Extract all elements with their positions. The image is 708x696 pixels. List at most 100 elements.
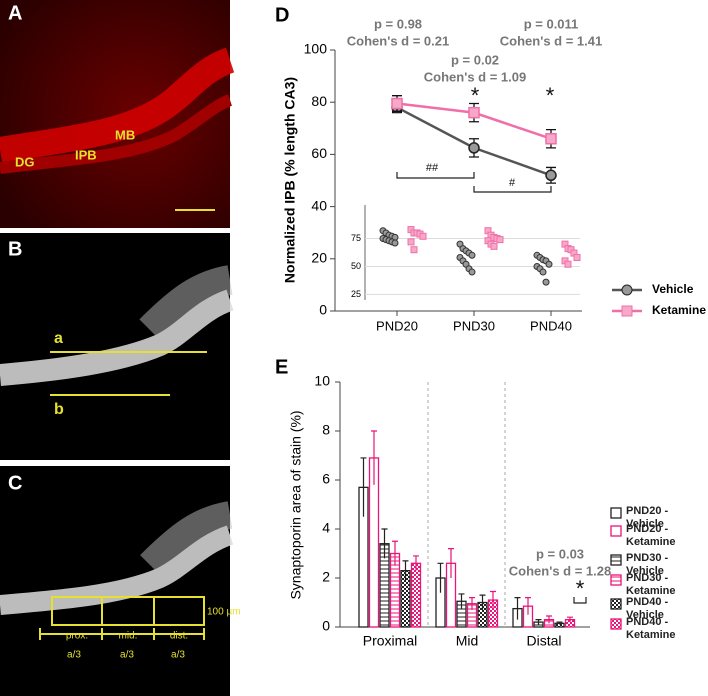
error-bar xyxy=(413,555,419,571)
y-tick-label: 0 xyxy=(319,302,327,318)
inset-tick-label: 25 xyxy=(351,289,361,299)
error-bar xyxy=(381,528,388,559)
error-bar xyxy=(448,548,454,578)
stain-band xyxy=(0,525,234,615)
marker xyxy=(468,106,480,119)
error-bar xyxy=(402,560,409,581)
annotation: p = 0.011 xyxy=(524,16,579,31)
x-tick-label: PND40 xyxy=(530,318,572,333)
bar xyxy=(410,562,422,628)
annotation: p = 0.02 xyxy=(451,52,499,67)
annotation: p = 0.03 xyxy=(536,546,584,561)
y-tick-label: 8 xyxy=(322,422,330,438)
y-tick-label: 20 xyxy=(311,250,327,266)
marker xyxy=(391,97,403,110)
ipb-band xyxy=(0,94,233,174)
error-bar xyxy=(546,615,552,624)
line-label: a xyxy=(54,330,63,347)
region-label: IPB xyxy=(75,147,97,162)
legend-label: PND30 - Vehicle xyxy=(626,552,669,577)
micrograph xyxy=(0,466,230,696)
x-tick-label: Mid xyxy=(456,633,479,649)
y-tick-label: 0 xyxy=(322,618,330,634)
segment-label: prox. xyxy=(66,631,88,642)
error-bar xyxy=(514,597,521,620)
error-bar xyxy=(479,594,486,610)
error-bar xyxy=(360,457,367,517)
error-bar xyxy=(556,621,563,625)
legend-marker xyxy=(621,284,633,296)
panel-label: A xyxy=(8,2,22,24)
error-bar xyxy=(490,590,496,609)
inset-point xyxy=(490,242,498,250)
micrograph xyxy=(0,233,230,460)
annotation: ## xyxy=(426,162,439,174)
legend-label: PND40 - Ketamine xyxy=(626,616,676,641)
comparison-brackets xyxy=(396,172,587,604)
annotation: Cohen's d = 0.21 xyxy=(347,33,449,48)
x-tick-label: PND30 xyxy=(453,318,495,333)
legend-label: PND20 - Ketamine xyxy=(626,523,676,548)
inset-point xyxy=(542,278,550,286)
legend-label: Vehicle xyxy=(652,282,694,296)
legend-marker xyxy=(610,598,622,610)
fraction-label: a/3 xyxy=(120,650,134,661)
legend-entry: PND40 - Ketamine xyxy=(626,616,676,641)
y-tick-label: 6 xyxy=(322,471,330,487)
y-tick-label: 4 xyxy=(322,520,330,536)
stain-band xyxy=(139,265,233,341)
y-axis-label: Normalized IPB (% length CA3) xyxy=(282,77,298,283)
error-bar xyxy=(535,619,542,625)
inset-point xyxy=(564,260,572,268)
inset-point xyxy=(573,254,581,262)
y-tick-label: 10 xyxy=(314,373,330,389)
y-tick-label: 40 xyxy=(311,197,327,213)
legend-marker xyxy=(610,574,622,586)
region-label: MB xyxy=(115,127,135,142)
legend-entry: PND30 - Ketamine xyxy=(626,572,676,597)
region-label: DG xyxy=(15,154,35,169)
legend-label: PND40 - Vehicle xyxy=(626,596,669,621)
y-axis-label: Synaptoporin area of stain (%) xyxy=(288,410,304,599)
scale-label: 100 µm xyxy=(207,607,241,618)
panel-label: C xyxy=(8,472,22,494)
legend-entry: PND30 - Vehicle xyxy=(626,552,669,577)
line-label: b xyxy=(54,401,64,418)
micrograph xyxy=(0,0,230,228)
inset-point xyxy=(407,238,415,246)
annotation: * xyxy=(576,576,585,601)
inset-point xyxy=(391,239,399,247)
inset-point xyxy=(419,232,427,240)
panel-label: D xyxy=(275,4,289,26)
inset-point xyxy=(539,268,547,276)
inset-point xyxy=(496,236,504,244)
annotation: * xyxy=(471,83,480,108)
annotation: Cohen's d = 1.41 xyxy=(500,33,602,48)
y-tick-label: 100 xyxy=(304,41,328,57)
panel-a: A DG IPB MB xyxy=(0,0,235,228)
legend-entry: PND40 - Vehicle xyxy=(626,596,669,621)
panel-b: B a b xyxy=(0,233,234,460)
legend-entry: PND20 - Vehicle xyxy=(626,505,669,530)
annotation: * xyxy=(546,83,555,108)
inset-point xyxy=(468,268,476,276)
panel-label: B xyxy=(8,238,22,260)
legend-marker xyxy=(610,507,622,519)
error-bar xyxy=(437,562,444,593)
x-tick-label: Distal xyxy=(526,633,561,649)
segment-label: mid. xyxy=(119,631,138,642)
error-bar xyxy=(392,540,398,566)
fraction-label: a/3 xyxy=(67,650,81,661)
annotation: Cohen's d = 1.28 xyxy=(509,563,611,578)
error-bar xyxy=(525,597,531,615)
legend-marker xyxy=(610,554,622,566)
error-bar xyxy=(371,430,377,485)
legend-label: PND20 - Vehicle xyxy=(626,505,669,530)
segment-boxes xyxy=(39,596,205,640)
inset-point xyxy=(545,260,553,268)
annotation: # xyxy=(509,177,516,189)
legend-marker xyxy=(621,305,633,317)
legend-marker xyxy=(610,525,622,537)
annotation: p = 0.98 xyxy=(374,16,422,31)
y-tick-label: 80 xyxy=(311,93,327,109)
